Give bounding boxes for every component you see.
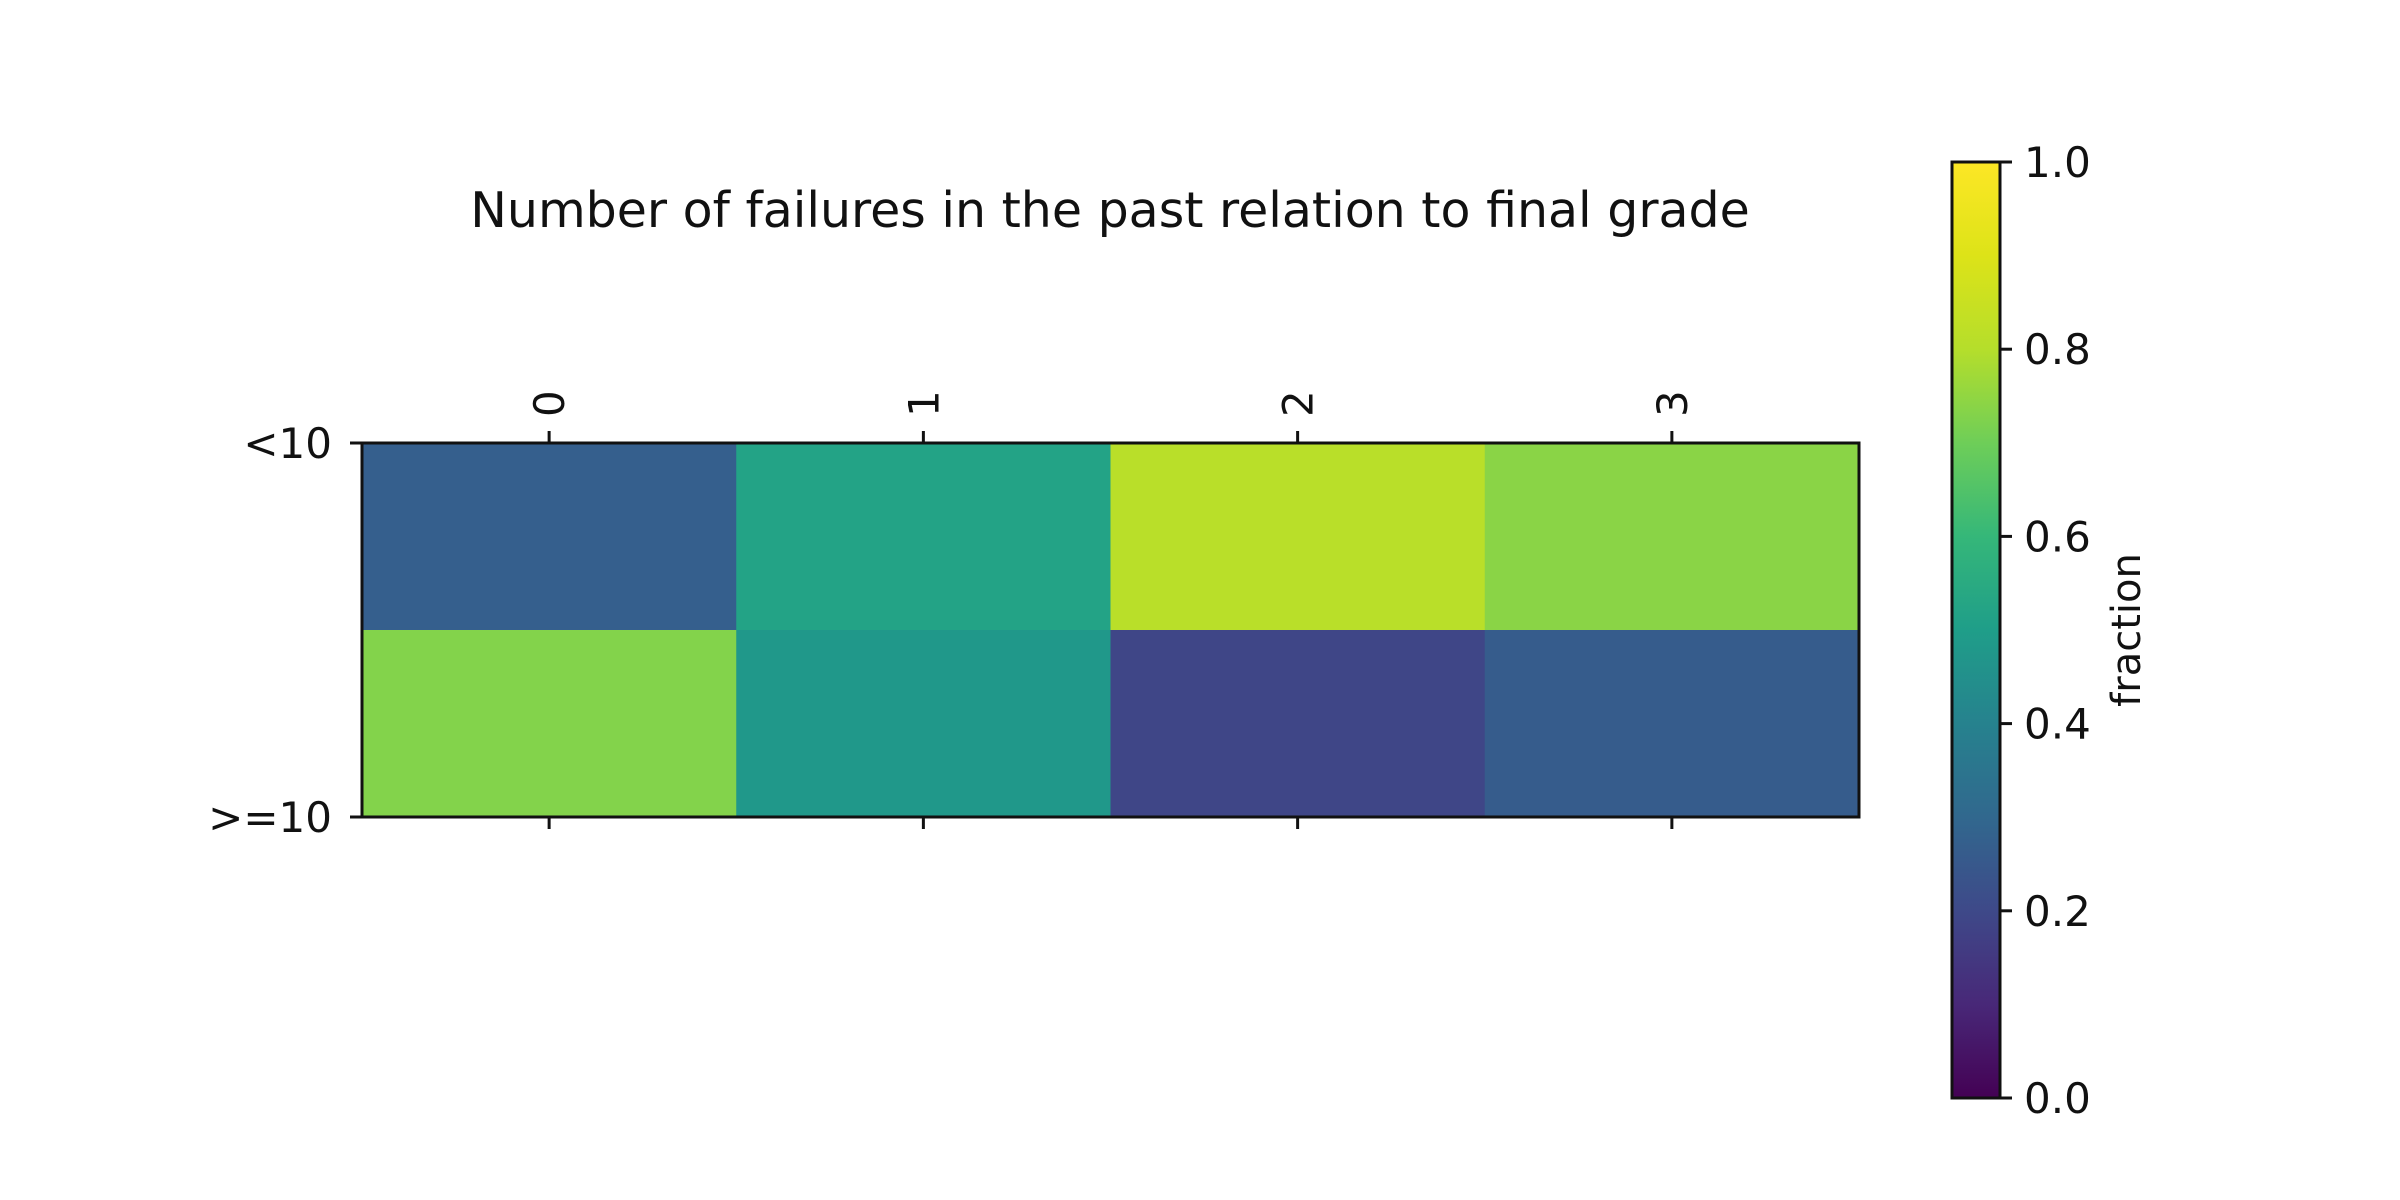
colorbar-ticks: 0.0 0.2 0.4 0.6 0.8 1.0 bbox=[2000, 138, 2091, 1123]
heatmap-cell bbox=[1484, 443, 1860, 631]
x-tick-label: 1 bbox=[899, 390, 948, 417]
colorbar-tick-label: 0.4 bbox=[2024, 700, 2091, 749]
y-tick-label: <10 bbox=[243, 419, 332, 468]
heatmap-cell bbox=[362, 630, 737, 818]
x-tick-label: 0 bbox=[525, 390, 574, 417]
colorbar-frame bbox=[1950, 160, 2002, 1100]
y-axis-ticks: <10 >=10 bbox=[208, 419, 362, 842]
colorbar-tick-label: 0.8 bbox=[2024, 325, 2091, 374]
heatmap-cell bbox=[736, 443, 1111, 631]
x-tick-label: 3 bbox=[1648, 390, 1697, 417]
x-tick-label: 2 bbox=[1274, 390, 1323, 417]
chart-title: Number of failures in the past relation … bbox=[470, 182, 1750, 239]
heatmap-cell bbox=[736, 630, 1111, 818]
colorbar-tick-label: 0.6 bbox=[2024, 512, 2091, 561]
colorbar-gradient bbox=[1952, 162, 2000, 1098]
x-axis-ticks: 0 1 2 3 bbox=[525, 390, 1697, 829]
y-tick-label: >=10 bbox=[208, 793, 332, 842]
heatmap-cell bbox=[1110, 443, 1486, 631]
colorbar-label: fraction bbox=[2104, 553, 2150, 707]
heatmap-cell bbox=[362, 443, 737, 631]
heatmap-cell bbox=[1484, 630, 1860, 818]
colorbar-tick-label: 1.0 bbox=[2024, 138, 2091, 187]
heatmap-cells bbox=[362, 443, 1860, 818]
heatmap-cell bbox=[1110, 630, 1486, 818]
colorbar-tick-label: 0.0 bbox=[2024, 1074, 2091, 1123]
colorbar-tick-label: 0.2 bbox=[2024, 887, 2091, 936]
plot-frame bbox=[360, 441, 1861, 819]
